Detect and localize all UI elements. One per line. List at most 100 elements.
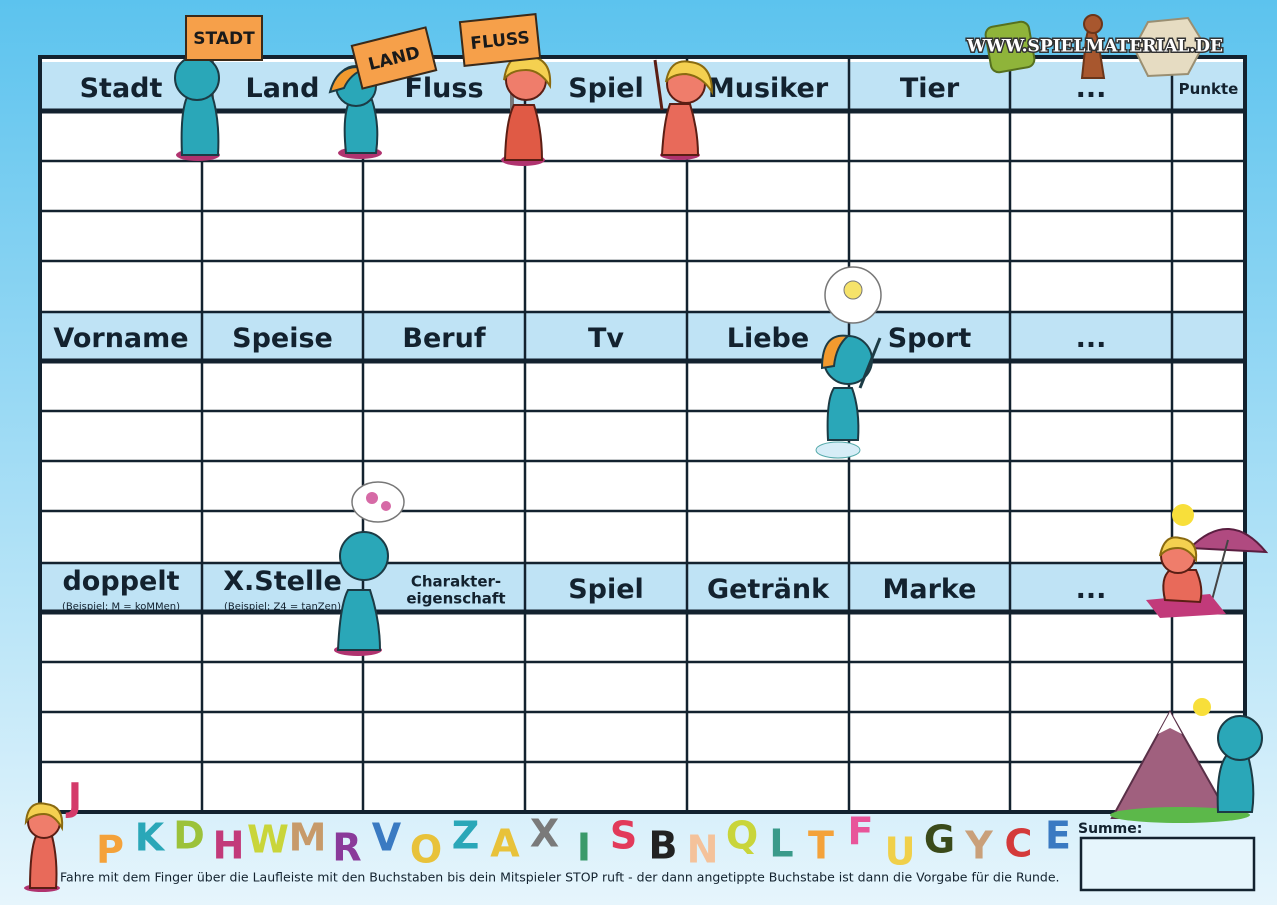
answer-cell[interactable] bbox=[40, 461, 202, 511]
answer-cell[interactable] bbox=[525, 762, 687, 812]
letter[interactable]: Y bbox=[964, 824, 993, 868]
letter[interactable]: W bbox=[247, 818, 289, 862]
answer-cell[interactable] bbox=[849, 211, 1010, 261]
answer-cell[interactable] bbox=[202, 161, 363, 211]
answer-cell[interactable] bbox=[1172, 411, 1245, 461]
answer-cell[interactable] bbox=[1172, 161, 1245, 211]
answer-cell[interactable] bbox=[687, 662, 849, 712]
answer-cell[interactable] bbox=[525, 411, 687, 461]
answer-cell[interactable] bbox=[687, 511, 849, 561]
answer-cell[interactable] bbox=[849, 662, 1010, 712]
answer-cell[interactable] bbox=[363, 712, 525, 762]
answer-cell[interactable] bbox=[525, 211, 687, 261]
answer-cell[interactable] bbox=[1010, 111, 1172, 161]
answer-cell[interactable] bbox=[40, 411, 202, 461]
answer-cell[interactable] bbox=[363, 762, 525, 812]
answer-cell[interactable] bbox=[849, 461, 1010, 511]
letter[interactable]: A bbox=[490, 822, 520, 866]
letter[interactable]: Z bbox=[452, 814, 480, 858]
answer-cell[interactable] bbox=[849, 411, 1010, 461]
letter[interactable]: K bbox=[135, 816, 166, 860]
answer-cell[interactable] bbox=[202, 511, 363, 561]
answer-cell[interactable] bbox=[40, 612, 202, 662]
answer-cell[interactable] bbox=[525, 161, 687, 211]
answer-cell[interactable] bbox=[202, 662, 363, 712]
answer-cell[interactable] bbox=[687, 111, 849, 161]
answer-cell[interactable] bbox=[40, 361, 202, 411]
letter[interactable]: S bbox=[610, 814, 637, 858]
answer-cell[interactable] bbox=[1010, 361, 1172, 411]
answer-cell[interactable] bbox=[525, 612, 687, 662]
answer-cell[interactable] bbox=[363, 261, 525, 311]
answer-cell[interactable] bbox=[1010, 662, 1172, 712]
answer-cell[interactable] bbox=[363, 662, 525, 712]
letter[interactable]: I bbox=[577, 826, 591, 870]
answer-cell[interactable] bbox=[687, 261, 849, 311]
answer-cell[interactable] bbox=[1172, 211, 1245, 261]
answer-cell[interactable] bbox=[687, 612, 849, 662]
answer-cell[interactable] bbox=[1172, 111, 1245, 161]
answer-cell[interactable] bbox=[40, 712, 202, 762]
answer-cell[interactable] bbox=[525, 361, 687, 411]
letter[interactable]: V bbox=[372, 816, 402, 860]
answer-cell[interactable] bbox=[202, 461, 363, 511]
answer-cell[interactable] bbox=[849, 712, 1010, 762]
answer-cell[interactable] bbox=[1010, 612, 1172, 662]
answer-cell[interactable] bbox=[40, 511, 202, 561]
sum-box[interactable] bbox=[1079, 836, 1256, 892]
answer-cell[interactable] bbox=[1172, 361, 1245, 411]
letter[interactable]: Q bbox=[726, 814, 758, 858]
answer-cell[interactable] bbox=[849, 612, 1010, 662]
answer-cell[interactable] bbox=[202, 411, 363, 461]
letter[interactable]: N bbox=[687, 828, 719, 872]
answer-cell[interactable] bbox=[849, 161, 1010, 211]
answer-cell[interactable] bbox=[1010, 261, 1172, 311]
answer-cell[interactable] bbox=[687, 762, 849, 812]
answer-cell[interactable] bbox=[40, 261, 202, 311]
answer-cell[interactable] bbox=[525, 511, 687, 561]
answer-cell[interactable] bbox=[40, 211, 202, 261]
letter[interactable]: O bbox=[410, 828, 442, 872]
answer-cell[interactable] bbox=[1010, 511, 1172, 561]
answer-cell[interactable] bbox=[1010, 211, 1172, 261]
answer-cell[interactable] bbox=[525, 662, 687, 712]
answer-cell[interactable] bbox=[687, 211, 849, 261]
answer-cell[interactable] bbox=[1172, 461, 1245, 511]
answer-cell[interactable] bbox=[687, 161, 849, 211]
answer-cell[interactable] bbox=[363, 211, 525, 261]
answer-cell[interactable] bbox=[1172, 261, 1245, 311]
answer-cell[interactable] bbox=[525, 261, 687, 311]
answer-cell[interactable] bbox=[687, 712, 849, 762]
answer-cell[interactable] bbox=[849, 511, 1010, 561]
answer-cell[interactable] bbox=[40, 662, 202, 712]
answer-cell[interactable] bbox=[525, 712, 687, 762]
letter[interactable]: E bbox=[1045, 814, 1071, 858]
letter[interactable]: F bbox=[848, 810, 874, 854]
answer-cell[interactable] bbox=[40, 762, 202, 812]
letter[interactable]: H bbox=[213, 824, 245, 868]
letter[interactable]: X bbox=[530, 812, 559, 856]
answer-cell[interactable] bbox=[687, 461, 849, 511]
letter[interactable]: R bbox=[332, 826, 361, 870]
answer-cell[interactable] bbox=[1010, 411, 1172, 461]
answer-cell[interactable] bbox=[202, 261, 363, 311]
letter[interactable]: M bbox=[289, 816, 327, 860]
answer-cell[interactable] bbox=[40, 161, 202, 211]
letter[interactable]: U bbox=[885, 830, 916, 874]
answer-cell[interactable] bbox=[202, 762, 363, 812]
answer-cell[interactable] bbox=[1010, 461, 1172, 511]
answer-cell[interactable] bbox=[202, 361, 363, 411]
answer-cell[interactable] bbox=[363, 111, 525, 161]
answer-cell[interactable] bbox=[202, 211, 363, 261]
answer-cell[interactable] bbox=[363, 411, 525, 461]
answer-cell[interactable] bbox=[849, 762, 1010, 812]
letter[interactable]: P bbox=[96, 828, 124, 872]
answer-cell[interactable] bbox=[849, 111, 1010, 161]
answer-cell[interactable] bbox=[363, 361, 525, 411]
letter[interactable]: T bbox=[808, 824, 834, 868]
answer-cell[interactable] bbox=[525, 461, 687, 511]
answer-cell[interactable] bbox=[202, 712, 363, 762]
letter[interactable]: G bbox=[924, 818, 955, 862]
letter[interactable]: B bbox=[649, 824, 678, 868]
answer-cell[interactable] bbox=[849, 361, 1010, 411]
